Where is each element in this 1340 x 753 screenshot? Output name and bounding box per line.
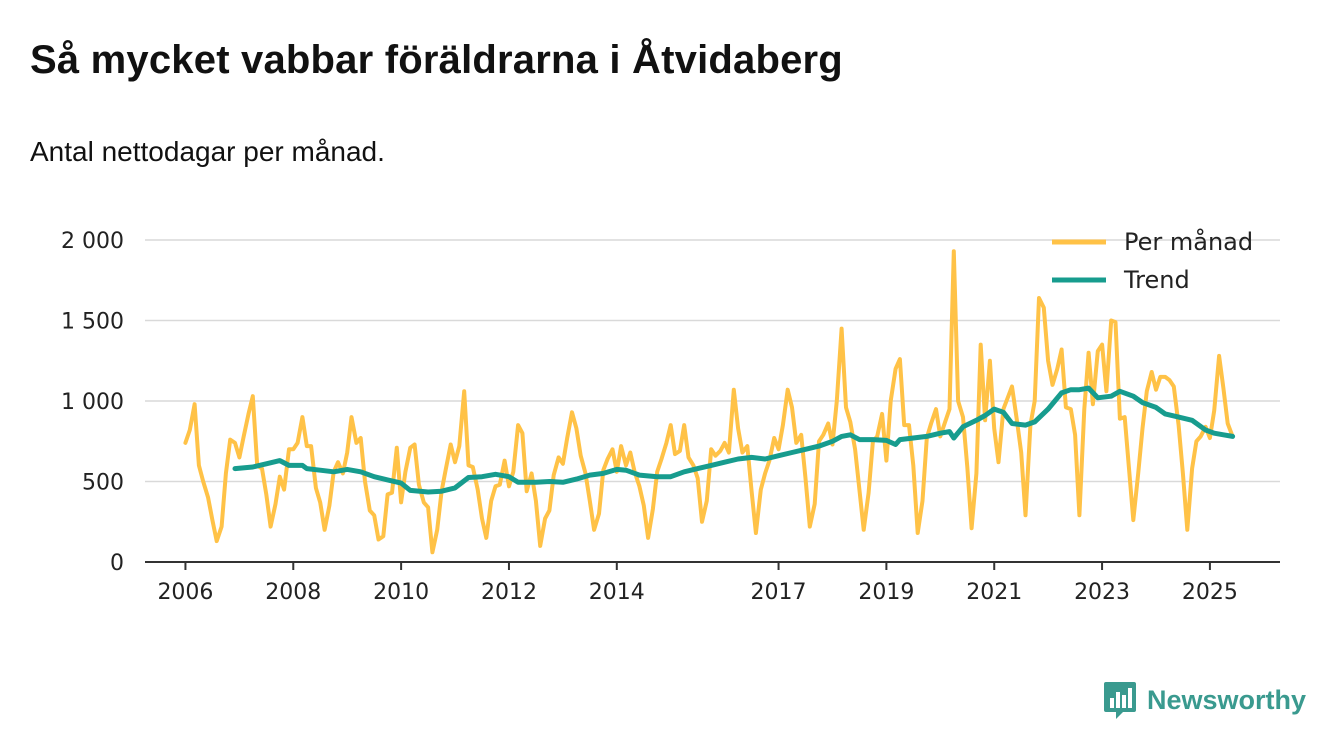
legend-label: Trend [1123, 266, 1190, 294]
y-tick-label: 1 500 [61, 310, 124, 335]
x-tick-label: 2017 [751, 580, 807, 605]
series-line-trend [232, 385, 1236, 495]
series-line-per-manad [183, 249, 1235, 555]
page-subtitle: Antal nettodagar per månad. [30, 136, 385, 167]
x-tick-label: 2023 [1074, 580, 1130, 605]
x-tick-label: 2025 [1182, 580, 1238, 605]
y-tick-label: 500 [82, 471, 124, 496]
bar-chart-icon [1104, 682, 1136, 719]
x-tick-label: 2008 [265, 580, 321, 605]
y-tick-label: 0 [110, 551, 124, 576]
x-tick-label: 2014 [589, 580, 645, 605]
series-lines [183, 249, 1236, 555]
x-tick-label: 2019 [858, 580, 914, 605]
y-tick-label: 2 000 [61, 229, 124, 254]
legend-label: Per månad [1124, 227, 1253, 256]
legend: Per månad Trend [1052, 227, 1253, 294]
brand-logo: Newsworthy [1103, 680, 1306, 720]
page-title: Så mycket vabbar föräldrarna i Åtvidaber… [30, 38, 843, 82]
y-axis: 0 500 1 000 1 500 2 000 [61, 229, 124, 576]
x-axis: 2006 2008 2010 2012 2014 2017 2019 2021 2023 2025 [145, 561, 1280, 605]
x-tick-label: 2006 [157, 580, 213, 605]
x-tick-label: 2012 [481, 580, 537, 605]
brand-name: Newsworthy [1147, 684, 1307, 715]
x-tick-label: 2010 [373, 580, 429, 605]
x-tick-label: 2021 [966, 580, 1022, 605]
y-tick-label: 1 000 [61, 390, 124, 415]
